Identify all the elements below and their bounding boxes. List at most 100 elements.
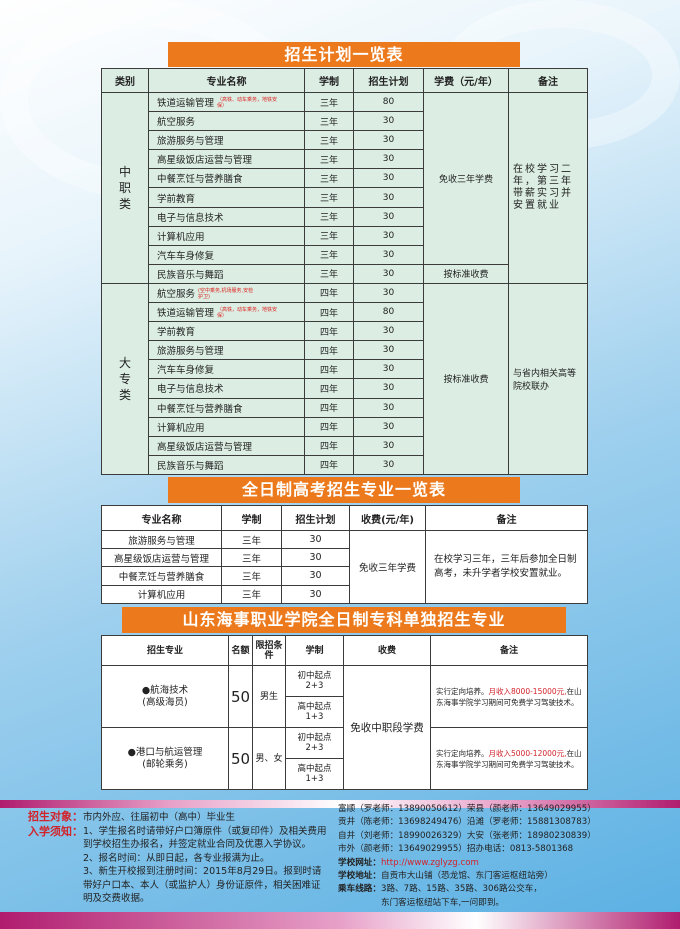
column-header: 备注 [430,635,588,666]
quota-cell: 30 [281,548,350,568]
bus-line: 3路、7路、15路、35路、306路公交车， [380,884,542,895]
major-name: 汽车车身修复 [157,250,215,262]
major-name-cell: 计算机应用 [148,225,305,246]
income-text: 月收入5000-12000元, [488,748,567,758]
quota-cell: 30 [353,263,424,284]
column-header: 类别 [101,68,149,93]
duration-cell: 三年 [304,187,354,208]
major-name: ●航海技术 [141,684,189,696]
rule-item: 3、新生开校报到注册时间：2015年8月29日。报到时请带好户口本、本人（或监护… [83,866,322,904]
table-row: 学前教育 四年 30 [102,321,588,342]
plan-title: 招生计划一览表 [168,42,520,67]
table-row: 民族音乐与舞蹈 四年 30 [102,454,588,475]
major-name: 航空服务 [157,117,196,129]
contact-line: 贡井（陈老师：13698249476）沿滩（罗老师：15881308783） [338,817,596,828]
track-cell: 初中起点 2+3 [285,727,344,759]
table-row: 中餐烹饪与营养膳食 三年 30 [101,566,588,586]
major-name: 铁道运输管理 [157,307,215,319]
major-name: 汽车车身修复 [157,365,215,377]
rule-item: 2、报名时间：从即日起，各专业报满为止。 [83,852,270,864]
notice-section: 招生对象：市内外应、往届初中（高中）毕业生 入学须知： 1、学生报名时请带好户口… [28,810,328,906]
column-header: 名额 [228,635,253,666]
quota-cell: 30 [353,111,424,132]
remark-cell: 实行定向培养。月收入5000-12000元,在山东海事学院学习期间可免费学习驾驶… [430,727,588,790]
rules-label: 入学须知： [28,824,83,838]
enrollment-plan-table: 类别 专业名称 学制 招生计划 学费（元/年） 备注中 职 类铁道运输管理 （高铁、动车乘务… [101,68,588,475]
column-header: 学制 [221,505,282,531]
major-name-cell: 旅游服务与管理 [148,130,305,151]
duration-cell: 三年 [304,206,354,227]
quota-cell: 30 [353,206,424,227]
quota-cell: 30 [353,130,424,151]
quota-cell: 30 [353,244,424,265]
major-name: 旅游服务与管理 [157,136,224,148]
major-name: 学前教育 [157,193,196,205]
rule-item: 1、学生报名时请带好户口簿原件（或复印件）及相关费用到学校招生办报名，并签定就业… [83,825,327,851]
column-header: 收费 [343,635,431,666]
major-name-cell: 高星级饭店运营与管理 [101,548,222,568]
table-row: 汽车车身修复 四年 30 [102,359,588,380]
major-name: 民族音乐与舞蹈 [157,460,224,472]
quota-cell: 50 [228,665,253,728]
major-name-cell: 高星级饭店运营与管理 [148,435,305,456]
major-name: 学前教育 [157,327,196,339]
quota-cell: 50 [228,727,253,790]
quota-cell: 30 [353,378,424,399]
table-row: 旅游服务与管理 三年 30 [102,130,588,151]
shandong-majors-table: 招生专业 名额 限招条件 学制 收费 备注 ●航海技术 (高级海员) 50 男生 初中起点 2+3 免… [101,635,588,790]
major-name-cell: 高星级饭店运营与管理 [148,149,305,170]
major-name-cell: 汽车车身修复 [148,359,305,380]
duration-cell: 四年 [304,378,354,399]
major-name-cell: 中餐烹饪与营养膳食 [101,566,222,586]
bus-line: 东门客运枢纽站下车,一问即到。 [380,897,505,908]
table-row: 高星级饭店运营与管理 三年 30 [102,149,588,170]
website-link[interactable]: http://www.zglyzg.com [380,857,479,868]
major-name-cell: 电子与信息技术 [148,378,305,399]
major-note: （高铁，动车乘务，地铁安保） [217,307,278,320]
fee-cell: 按标准收费 [423,263,509,284]
major-name-cell: 民族音乐与舞蹈 [148,263,305,284]
quota-cell: 30 [353,149,424,170]
condition-cell: 男生 [252,665,286,728]
duration-cell: 三年 [304,111,354,132]
major-name-cell: 学前教育 [148,321,305,342]
duration-cell: 四年 [304,302,354,323]
major-name-cell: 计算机应用 [101,584,222,604]
major-subtitle: (邮轮乘务) [142,758,188,770]
major-name: 电子与信息技术 [157,384,224,396]
major-name: 高星级饭店运营与管理 [157,155,253,167]
quota-cell: 30 [281,584,350,604]
quota-cell: 30 [353,416,424,437]
table-row: 计算机应用 三年 30 [102,225,588,246]
column-header: 专业名称 [101,505,222,531]
table-row: 中餐烹饪与营养膳食 三年 30 [102,168,588,189]
bus-label: 乘车线路： [338,884,381,895]
major-name-cell: 学前教育 [148,187,305,208]
table-row: 大 专 类航空服务 (空中乘务,机场服务,安检护卫) 四年 30 按标准收费 与省内相关高… [101,282,588,475]
major-name-cell: 计算机应用 [148,416,305,437]
quota-cell: 30 [353,340,424,361]
condition-cell: 男、女 [252,727,286,790]
address-text: 自贡市大山铺（恐龙馆、东门客运枢纽站旁） [380,871,553,882]
fee-cell: 免收三年学费 [423,92,509,265]
table-row: 高中起点 1+3 [102,696,588,728]
column-header: 学制 [304,68,354,93]
quota-cell: 30 [281,566,350,586]
table-row: 中 职 类铁道运输管理 （高铁、动车乘务，地铁安保） 三年 80 免收三年学费 在校学习二… [101,91,588,284]
table-row: 计算机应用 三年 30 [101,584,588,604]
major-cell: ●港口与航运管理 (邮轮乘务) [101,727,229,790]
web-label: 学校网址： [338,857,381,868]
major-name-cell: 中餐烹饪与营养膳食 [148,397,305,418]
duration-cell: 三年 [221,529,282,550]
column-header: 学制 [285,635,344,666]
major-note: （高铁、动车乘务，地铁安保） [217,97,278,110]
fee-cell: 按标准收费 [423,282,509,475]
column-header: 专业名称 [148,68,305,93]
major-name: 民族音乐与舞蹈 [157,269,224,281]
column-header: 限招条件 [252,635,286,666]
fee-cell: 免收中职段学费 [343,665,431,790]
quota-cell: 30 [353,282,424,304]
duration-cell: 三年 [304,130,354,151]
table-row: 高星级饭店运营与管理 四年 30 [102,435,588,456]
category-cell: 大 专 类 [101,282,149,475]
